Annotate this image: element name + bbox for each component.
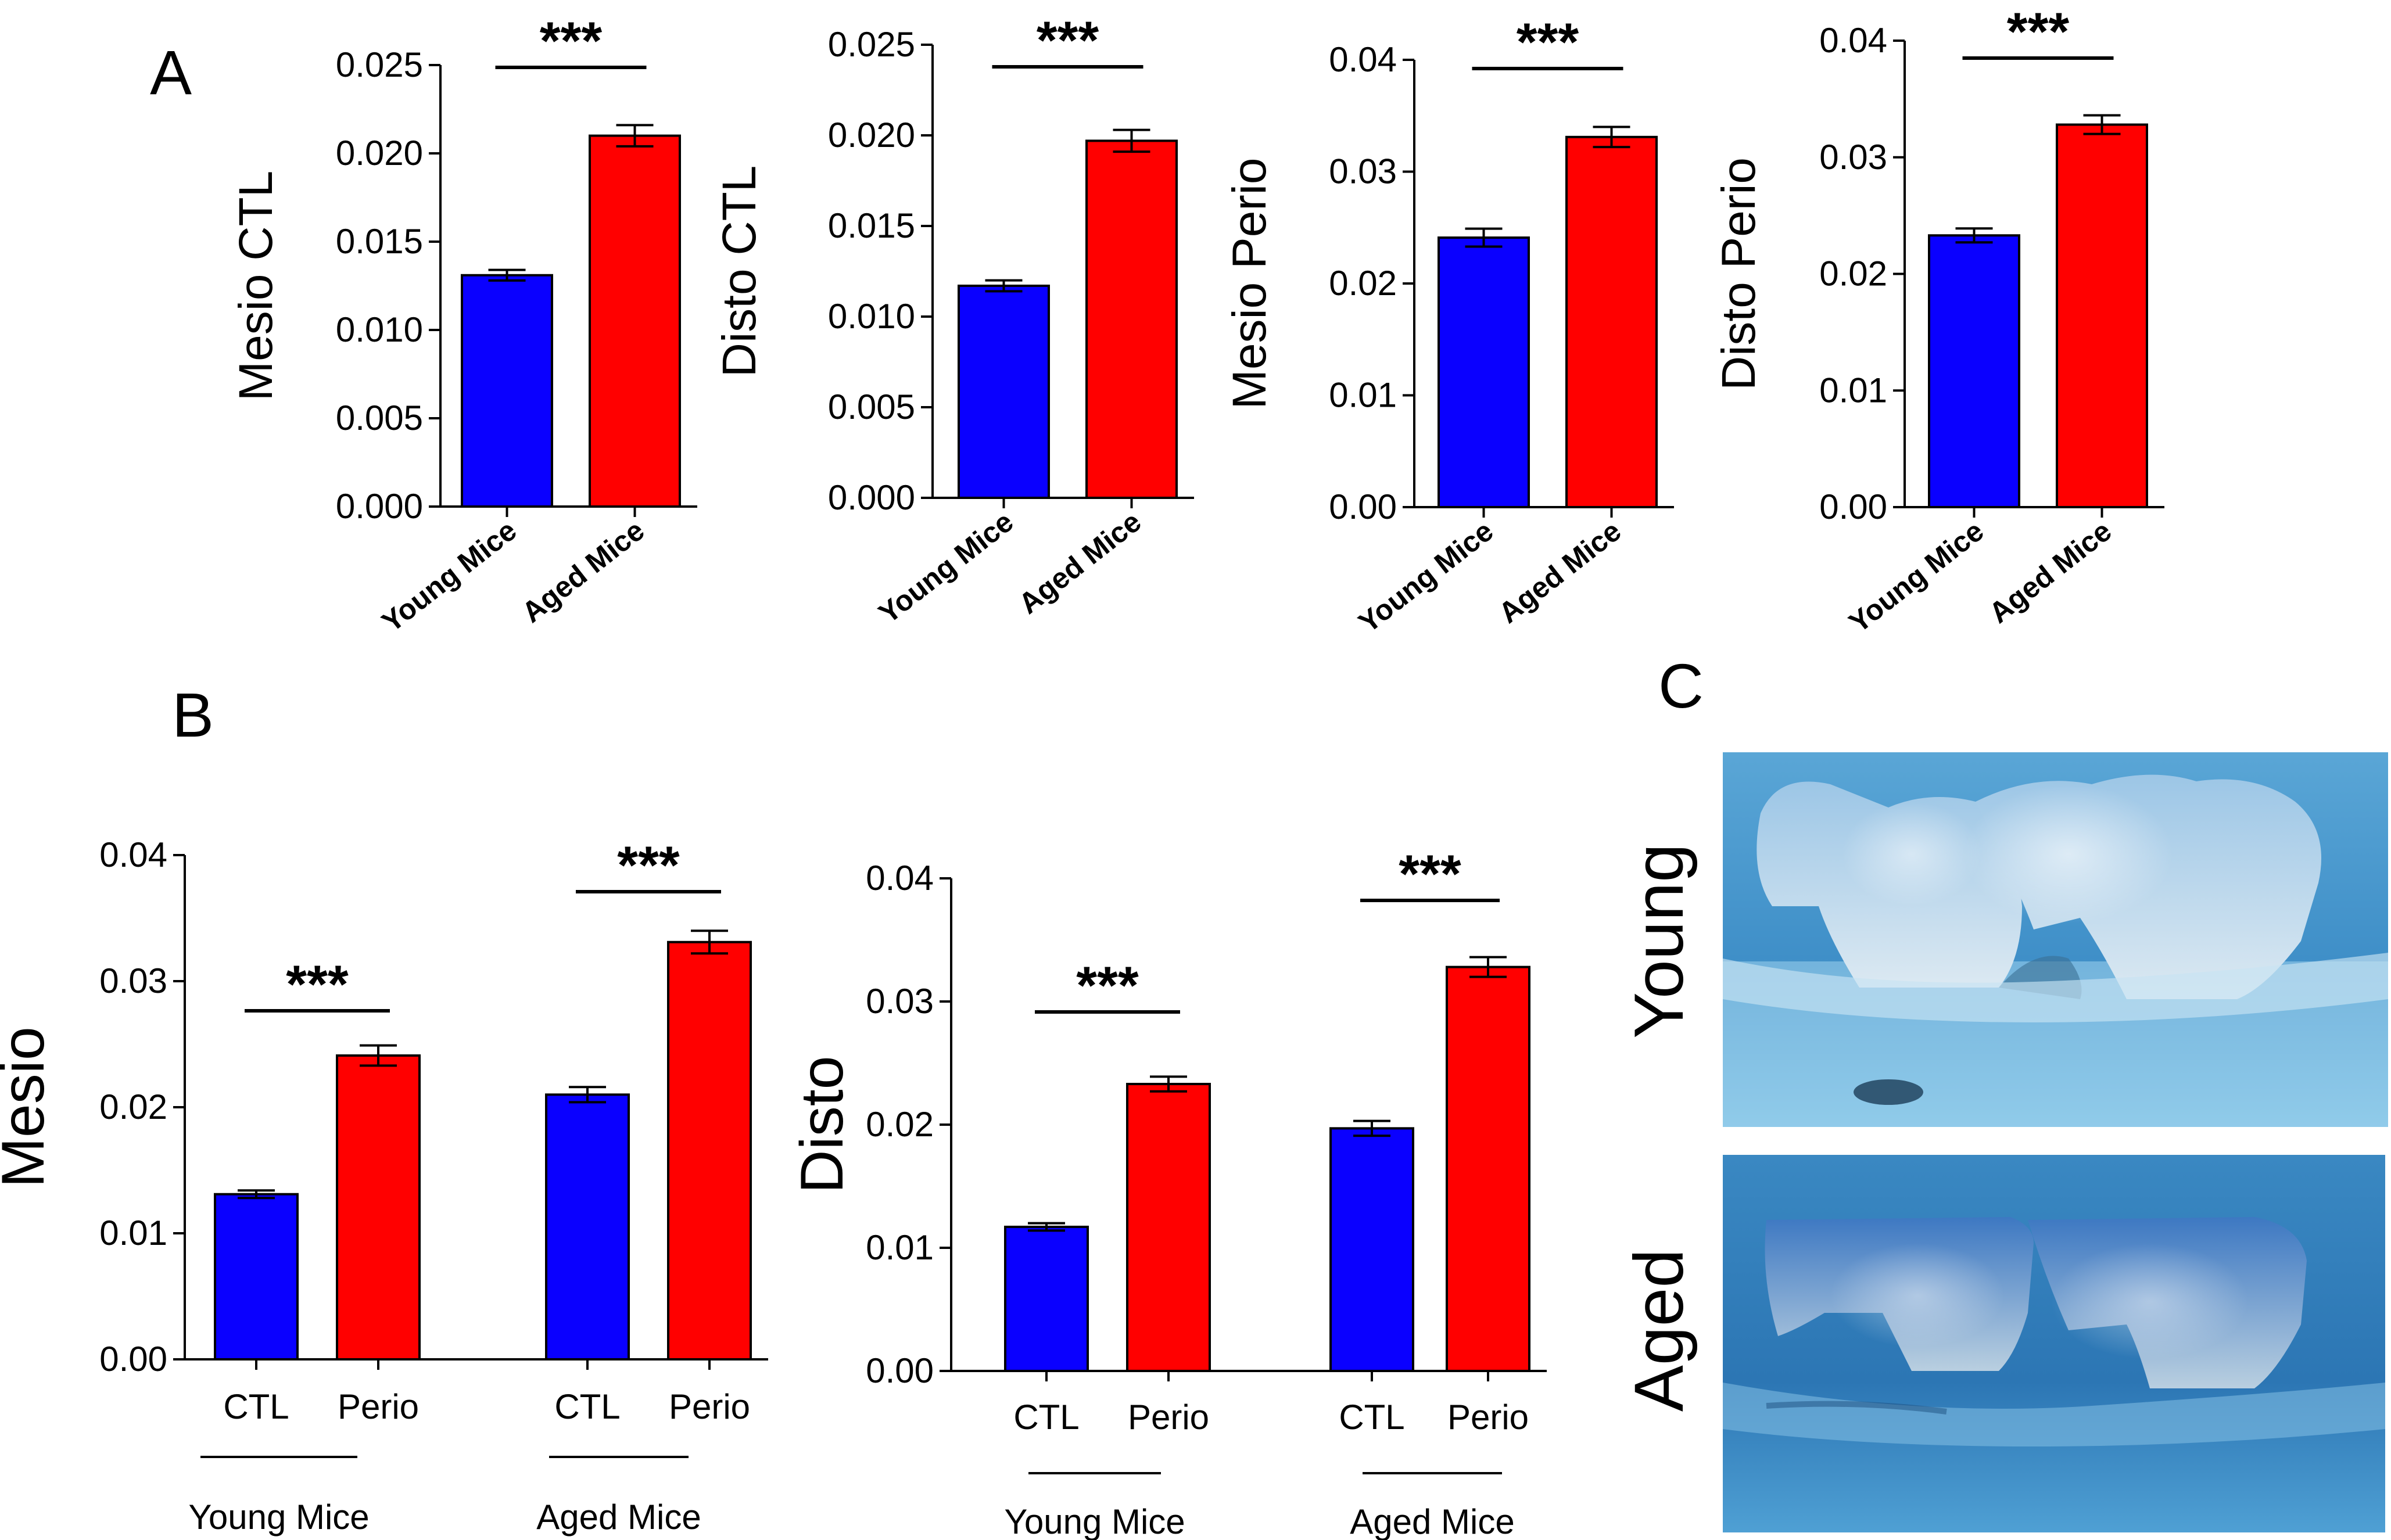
x-tick-label: Aged Mice <box>1013 505 1148 620</box>
chart-disto-ctl: 0.000 0.005 0.010 0.015 0.020 0.025 Disto CTL Y… <box>713 11 1194 630</box>
y-tick-label: 0.02 <box>99 1087 167 1126</box>
y-tick-label: 0.025 <box>828 25 915 64</box>
group-label: Young Mice <box>188 1498 369 1537</box>
bar <box>2056 123 2148 509</box>
bar <box>336 1054 421 1360</box>
x-tick-label: CTL <box>223 1387 289 1426</box>
bar <box>545 1093 630 1361</box>
bar <box>1329 1127 1414 1372</box>
y-tick-label: 0.005 <box>336 399 423 437</box>
y-axis-label: Disto CTL <box>713 166 766 378</box>
significance-stars: *** <box>617 836 680 895</box>
y-axis-label: Disto Perio <box>1712 157 1765 390</box>
y-tick-label: 0.000 <box>828 478 915 517</box>
y-tick-label: 0.03 <box>1329 152 1397 191</box>
group-label: Aged Mice <box>536 1498 701 1537</box>
y-tick-label: 0.020 <box>828 116 915 155</box>
y-tick-label: 0.005 <box>828 387 915 426</box>
x-tick-label: Perio <box>1447 1398 1529 1437</box>
bar <box>958 284 1050 499</box>
x-tick-label: Young Mice <box>376 514 523 639</box>
y-tick-label: 0.00 <box>866 1351 934 1390</box>
y-tick-label: 0.00 <box>1819 487 1887 526</box>
y-tick-label: 0.04 <box>1819 21 1887 60</box>
group-label: Aged Mice <box>1350 1502 1514 1540</box>
y-tick-label: 0.04 <box>866 859 934 898</box>
aged-mouse-jaw-photo <box>1723 1155 2385 1532</box>
x-tick-label: Aged Mice <box>1493 515 1628 630</box>
y-tick-label: 0.04 <box>1329 40 1397 79</box>
x-tick-label: Young Mice <box>1843 515 1990 640</box>
x-tick-label: CTL <box>1013 1398 1079 1437</box>
y-tick-label: 0.015 <box>828 206 915 245</box>
y-tick-label: 0.03 <box>866 982 934 1021</box>
significance-stars: *** <box>1399 845 1461 904</box>
bar <box>1446 965 1530 1372</box>
young-mouse-jaw-photo <box>1723 752 2388 1127</box>
y-tick-label: 0.000 <box>336 487 423 526</box>
bar <box>1928 234 2020 508</box>
x-tick-label: Perio <box>669 1387 750 1426</box>
x-tick-label: Young Mice <box>873 505 1020 630</box>
group-label: Young Mice <box>1004 1502 1185 1540</box>
y-tick-label: 0.01 <box>1329 376 1397 415</box>
bar <box>1004 1225 1089 1372</box>
y-tick-label: 0.01 <box>1819 371 1887 410</box>
y-tick-label: 0.015 <box>336 222 423 261</box>
x-tick-label: Aged Mice <box>516 514 651 629</box>
x-tick-label: CTL <box>554 1387 620 1426</box>
y-tick-label: 0.02 <box>866 1105 934 1144</box>
significance-stars: *** <box>1037 11 1099 70</box>
y-tick-label: 0.010 <box>336 310 423 349</box>
y-tick-label: 0.025 <box>336 45 423 84</box>
bar <box>589 134 681 508</box>
y-tick-label: 0.01 <box>99 1214 167 1252</box>
chart-mesio-ctl: 0.000 0.005 0.010 0.015 0.020 0.025 Mesio CTL Y… <box>230 12 697 638</box>
significance-stars: *** <box>2007 2 2070 62</box>
y-axis-label: Disto <box>788 1056 856 1194</box>
y-tick-label: 0.04 <box>99 835 167 874</box>
x-tick-label: Perio <box>1128 1398 1209 1437</box>
y-tick-label: 0.03 <box>99 961 167 1000</box>
bar <box>1565 135 1658 508</box>
y-axis-label: Mesio CTL <box>230 171 282 401</box>
bar <box>461 274 553 508</box>
chart-disto-grouped: 0.00 0.01 0.02 0.03 0.04 Disto CTL Perio CTL Peri… <box>788 845 1547 1540</box>
bar <box>214 1193 299 1360</box>
panel-label-c: C <box>1658 651 1704 721</box>
y-tick-label: 0.01 <box>866 1228 934 1267</box>
significance-stars: *** <box>1076 956 1139 1015</box>
photo-label-aged: Aged <box>1620 1249 1698 1412</box>
chart-disto-perio: 0.00 0.01 0.02 0.03 0.04 Disto Perio Young Mic… <box>1712 2 2164 639</box>
bar <box>1085 139 1178 500</box>
bar <box>1126 1083 1211 1373</box>
x-tick-label: CTL <box>1339 1398 1404 1437</box>
chart-mesio-grouped: 0.00 0.01 0.02 0.03 0.04 Mesio CTL Perio CTL Peri… <box>0 835 768 1537</box>
y-tick-label: 0.02 <box>1329 264 1397 303</box>
chart-mesio-perio: 0.00 0.01 0.02 0.03 0.04 Mesio Perio Young Mic… <box>1223 13 1674 639</box>
panel-label-b: B <box>172 680 214 750</box>
bar <box>1438 236 1530 508</box>
y-tick-label: 0.010 <box>828 297 915 336</box>
significance-stars: *** <box>286 955 349 1014</box>
y-tick-label: 0.020 <box>336 134 423 173</box>
x-tick-label: Aged Mice <box>1983 515 2118 630</box>
photo-label-young: Young <box>1620 843 1698 1039</box>
panel-label-a: A <box>150 37 192 107</box>
x-tick-label: Perio <box>338 1387 419 1426</box>
significance-stars: *** <box>540 12 603 71</box>
y-tick-label: 0.00 <box>1329 487 1397 526</box>
y-tick-label: 0.00 <box>99 1340 167 1379</box>
x-tick-label: Young Mice <box>1353 515 1500 640</box>
y-axis-label: Mesio Perio <box>1223 158 1276 410</box>
y-tick-label: 0.03 <box>1819 138 1887 177</box>
significance-stars: *** <box>1517 13 1579 72</box>
bar <box>667 940 752 1360</box>
y-tick-label: 0.02 <box>1819 254 1887 293</box>
y-axis-label: Mesio <box>0 1026 57 1187</box>
